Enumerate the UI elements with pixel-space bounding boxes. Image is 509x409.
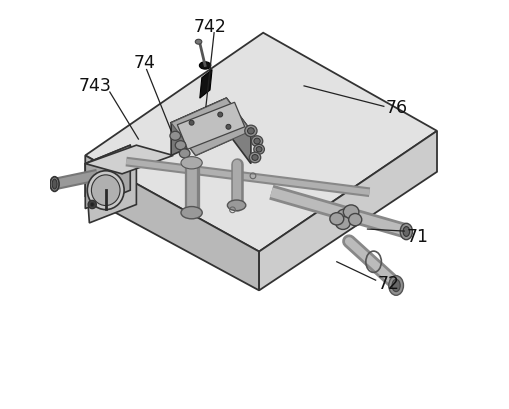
Ellipse shape xyxy=(391,279,400,292)
Ellipse shape xyxy=(227,200,245,211)
Polygon shape xyxy=(85,145,136,223)
Ellipse shape xyxy=(179,149,189,158)
Ellipse shape xyxy=(247,128,254,134)
Polygon shape xyxy=(177,102,244,149)
Circle shape xyxy=(225,124,231,129)
Ellipse shape xyxy=(52,179,57,189)
Circle shape xyxy=(217,112,222,117)
Ellipse shape xyxy=(402,227,409,236)
Ellipse shape xyxy=(388,276,403,295)
Ellipse shape xyxy=(329,213,343,225)
Polygon shape xyxy=(200,70,212,98)
Ellipse shape xyxy=(253,144,264,154)
Ellipse shape xyxy=(256,146,262,152)
Ellipse shape xyxy=(91,175,120,205)
Polygon shape xyxy=(171,98,226,155)
Ellipse shape xyxy=(335,216,350,229)
Text: 743: 743 xyxy=(79,77,111,95)
Text: 742: 742 xyxy=(193,18,226,36)
Text: 71: 71 xyxy=(406,228,428,246)
Ellipse shape xyxy=(253,138,260,144)
Polygon shape xyxy=(171,98,250,155)
Circle shape xyxy=(88,200,96,209)
Ellipse shape xyxy=(181,207,202,219)
Ellipse shape xyxy=(244,125,257,137)
Text: 76: 76 xyxy=(385,99,407,117)
Ellipse shape xyxy=(199,62,210,69)
Circle shape xyxy=(189,120,194,125)
Ellipse shape xyxy=(348,213,361,226)
Ellipse shape xyxy=(251,155,258,160)
Text: 74: 74 xyxy=(133,54,155,72)
Text: 72: 72 xyxy=(377,275,399,293)
Circle shape xyxy=(90,202,94,207)
Ellipse shape xyxy=(87,171,124,209)
Ellipse shape xyxy=(181,157,202,169)
Ellipse shape xyxy=(195,39,202,44)
Polygon shape xyxy=(171,98,250,155)
Polygon shape xyxy=(85,145,130,209)
Ellipse shape xyxy=(251,136,262,146)
Ellipse shape xyxy=(400,223,412,240)
Ellipse shape xyxy=(343,205,358,219)
Ellipse shape xyxy=(249,152,260,163)
Ellipse shape xyxy=(169,131,180,140)
Polygon shape xyxy=(85,155,259,290)
Polygon shape xyxy=(85,145,173,174)
Ellipse shape xyxy=(175,141,185,150)
Ellipse shape xyxy=(50,177,59,191)
Polygon shape xyxy=(85,33,436,252)
Polygon shape xyxy=(226,98,250,164)
Ellipse shape xyxy=(336,209,353,225)
Polygon shape xyxy=(259,131,436,290)
